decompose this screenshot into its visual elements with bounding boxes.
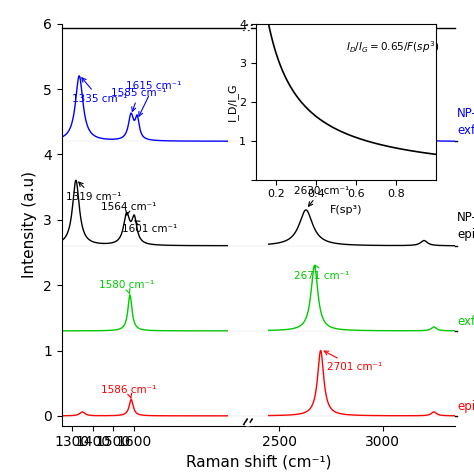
Text: 1601 cm⁻¹: 1601 cm⁻¹ bbox=[122, 221, 177, 234]
Text: $I_D/I_G = 0.65/F(sp^3)$: $I_D/I_G = 0.65/F(sp^3)$ bbox=[346, 39, 439, 55]
Text: NP-functionalized
epitaxial: NP-functionalized epitaxial bbox=[457, 211, 474, 241]
Text: exfoliated: exfoliated bbox=[457, 315, 474, 328]
Text: 1335 cm⁻¹: 1335 cm⁻¹ bbox=[72, 78, 128, 104]
Text: 2701 cm⁻¹: 2701 cm⁻¹ bbox=[324, 351, 382, 372]
Text: 1615 cm⁻¹: 1615 cm⁻¹ bbox=[126, 81, 181, 116]
Text: 1586 cm⁻¹: 1586 cm⁻¹ bbox=[101, 385, 156, 398]
Text: 1580 cm⁻¹: 1580 cm⁻¹ bbox=[99, 280, 154, 293]
Text: 1564 cm⁻¹: 1564 cm⁻¹ bbox=[101, 202, 156, 215]
Text: epitaxial: epitaxial bbox=[457, 400, 474, 412]
Text: 2630 cm⁻¹: 2630 cm⁻¹ bbox=[293, 185, 349, 206]
Text: 2671 cm⁻¹: 2671 cm⁻¹ bbox=[294, 265, 349, 280]
Text: 2672 cm⁻¹: 2672 cm⁻¹ bbox=[298, 97, 354, 119]
Text: 1319 cm⁻¹: 1319 cm⁻¹ bbox=[66, 182, 121, 202]
Text: NP-functionalized
exfoliated: NP-functionalized exfoliated bbox=[457, 107, 474, 137]
X-axis label: Raman shift (cm⁻¹): Raman shift (cm⁻¹) bbox=[186, 455, 331, 470]
Y-axis label: Intensity (a.u): Intensity (a.u) bbox=[22, 171, 37, 278]
Text: 1585 cm⁻¹: 1585 cm⁻¹ bbox=[111, 88, 167, 111]
Y-axis label: I_D/I_G: I_D/I_G bbox=[227, 82, 238, 121]
X-axis label: F(sp³): F(sp³) bbox=[330, 205, 362, 215]
